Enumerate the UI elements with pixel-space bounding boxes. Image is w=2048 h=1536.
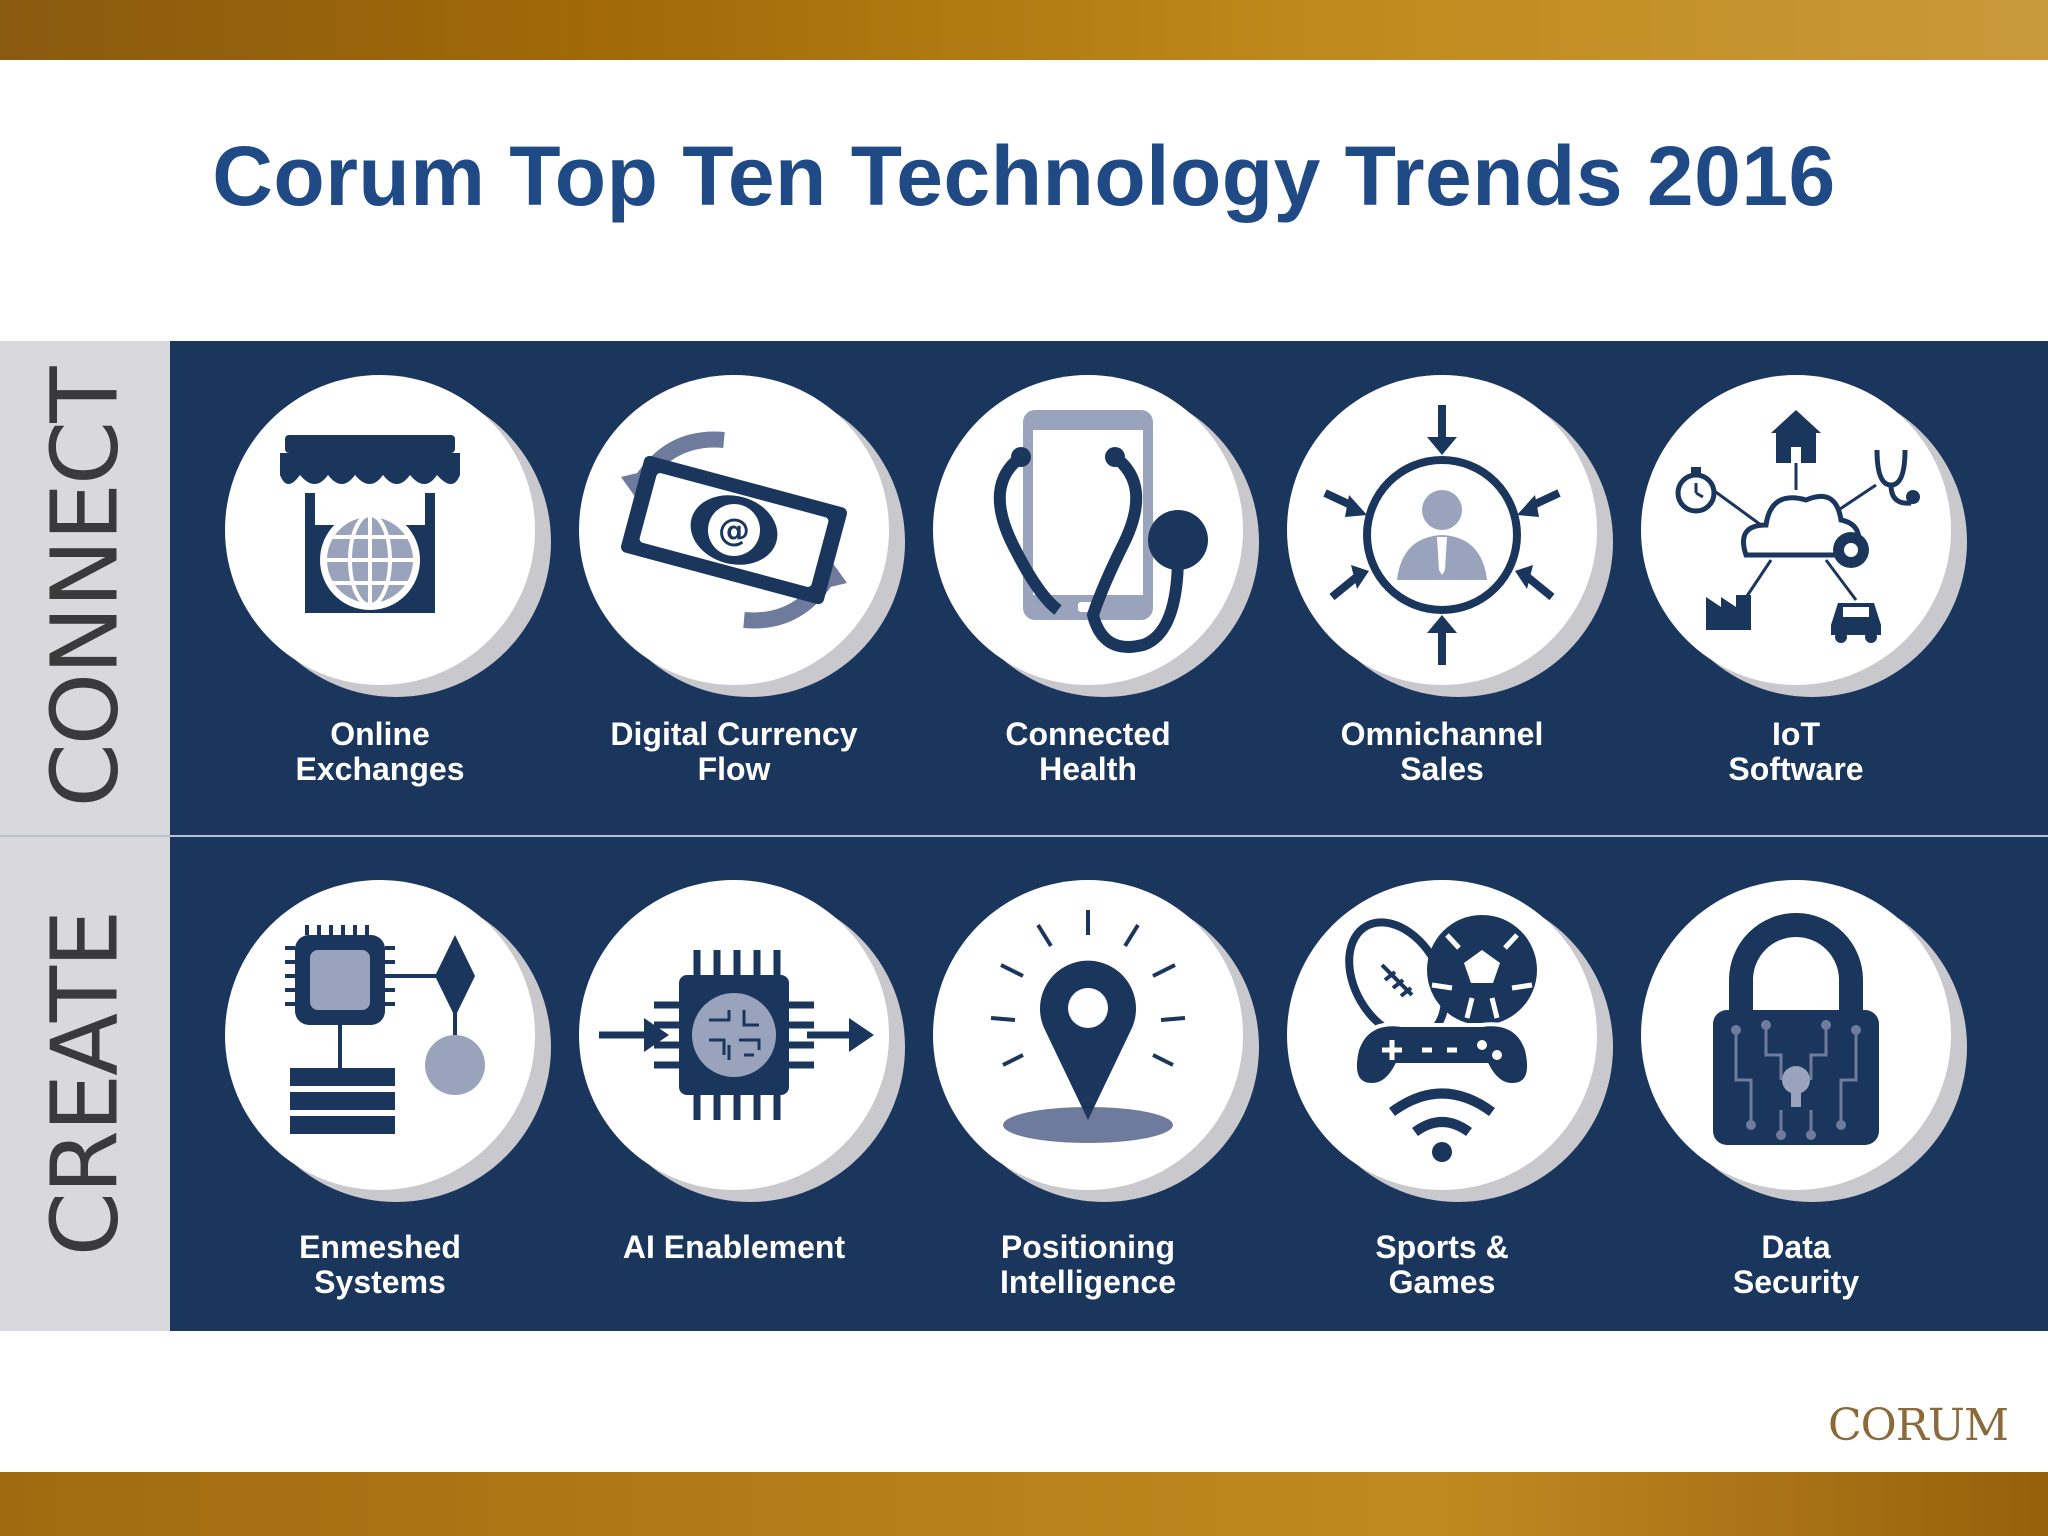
location-pin-icon bbox=[990, 910, 1186, 1143]
sports-gamepad-icon bbox=[1345, 915, 1537, 1162]
create-section-label: CREATE bbox=[31, 911, 139, 1257]
bottom-gold-bar bbox=[0, 1472, 2048, 1536]
storefront-globe-icon bbox=[280, 435, 460, 613]
currency-exchange-icon: @ bbox=[620, 431, 848, 629]
top-gold-bar bbox=[0, 0, 2048, 60]
trend-label: Digital Currency Flow bbox=[610, 716, 858, 787]
section-divider bbox=[0, 835, 2048, 837]
trend-label: Omnichannel Sales bbox=[1340, 716, 1544, 787]
chip-flowchart-icon bbox=[285, 925, 485, 1134]
create-side-band: CREATE bbox=[0, 837, 170, 1331]
trend-label: AI Enablement bbox=[622, 1229, 846, 1265]
circuit-lock-icon bbox=[1713, 913, 1879, 1145]
trend-label: Positioning Intelligence bbox=[999, 1229, 1177, 1300]
ai-processor-icon bbox=[599, 950, 874, 1120]
corum-logo: CORUM bbox=[1828, 1400, 2009, 1451]
trend-label: Enmeshed Systems bbox=[299, 1229, 461, 1300]
svg-text:@: @ bbox=[718, 511, 750, 549]
trend-label: Connected Health bbox=[1005, 716, 1171, 787]
customer-target-icon bbox=[1323, 405, 1561, 665]
phone-stethoscope-icon bbox=[993, 410, 1208, 653]
cloud-devices-icon bbox=[1675, 410, 1920, 643]
slide-title: Corum Top Ten Technology Trends 2016 bbox=[212, 129, 1836, 223]
trend-label: IoT Software bbox=[1728, 716, 1864, 787]
trend-label: Data Security bbox=[1732, 1229, 1860, 1300]
trend-label: Online Exchanges bbox=[295, 716, 465, 787]
connect-section-label: CONNECT bbox=[31, 368, 139, 808]
connect-side-band: CONNECT bbox=[0, 341, 170, 835]
trend-label: Sports & Games bbox=[1375, 1229, 1509, 1300]
